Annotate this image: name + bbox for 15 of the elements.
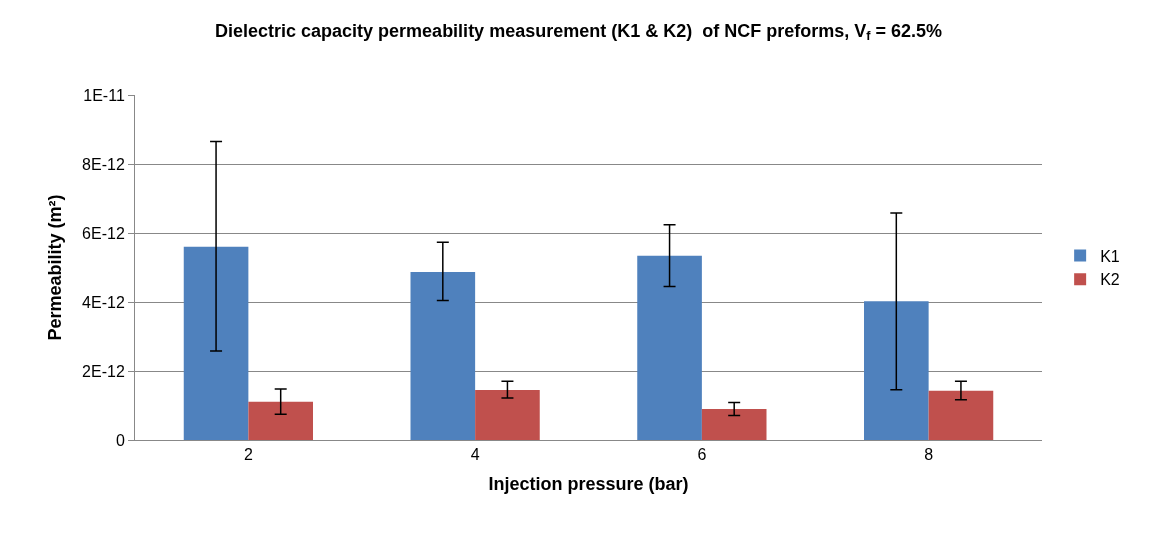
x-tick-label: 8 xyxy=(924,446,934,464)
y-tick-label: 8E-12 xyxy=(82,155,125,173)
y-tick-label: 1E-11 xyxy=(83,86,125,104)
y-axis-title: Permeability (m²) xyxy=(45,194,66,341)
chart-title: Dielectric capacity permeability measurement (K1 & K2) of NCF preforms, V$_{f}$ = 62.5% xyxy=(215,20,942,44)
y-tick-label: 2E-12 xyxy=(82,362,125,380)
legend-label: K1 xyxy=(1100,247,1120,265)
x-tick-label: 6 xyxy=(697,446,707,464)
y-tick-label: 0 xyxy=(115,431,125,449)
x-tick-label: 4 xyxy=(470,446,480,464)
y-tick-label: 4E-12 xyxy=(82,293,125,311)
y-tick-label: 6E-12 xyxy=(82,224,125,242)
x-tick-label: 2 xyxy=(243,446,253,464)
x-axis-title: Injection pressure (bar) xyxy=(488,474,689,495)
legend-label: K2 xyxy=(1100,271,1120,289)
